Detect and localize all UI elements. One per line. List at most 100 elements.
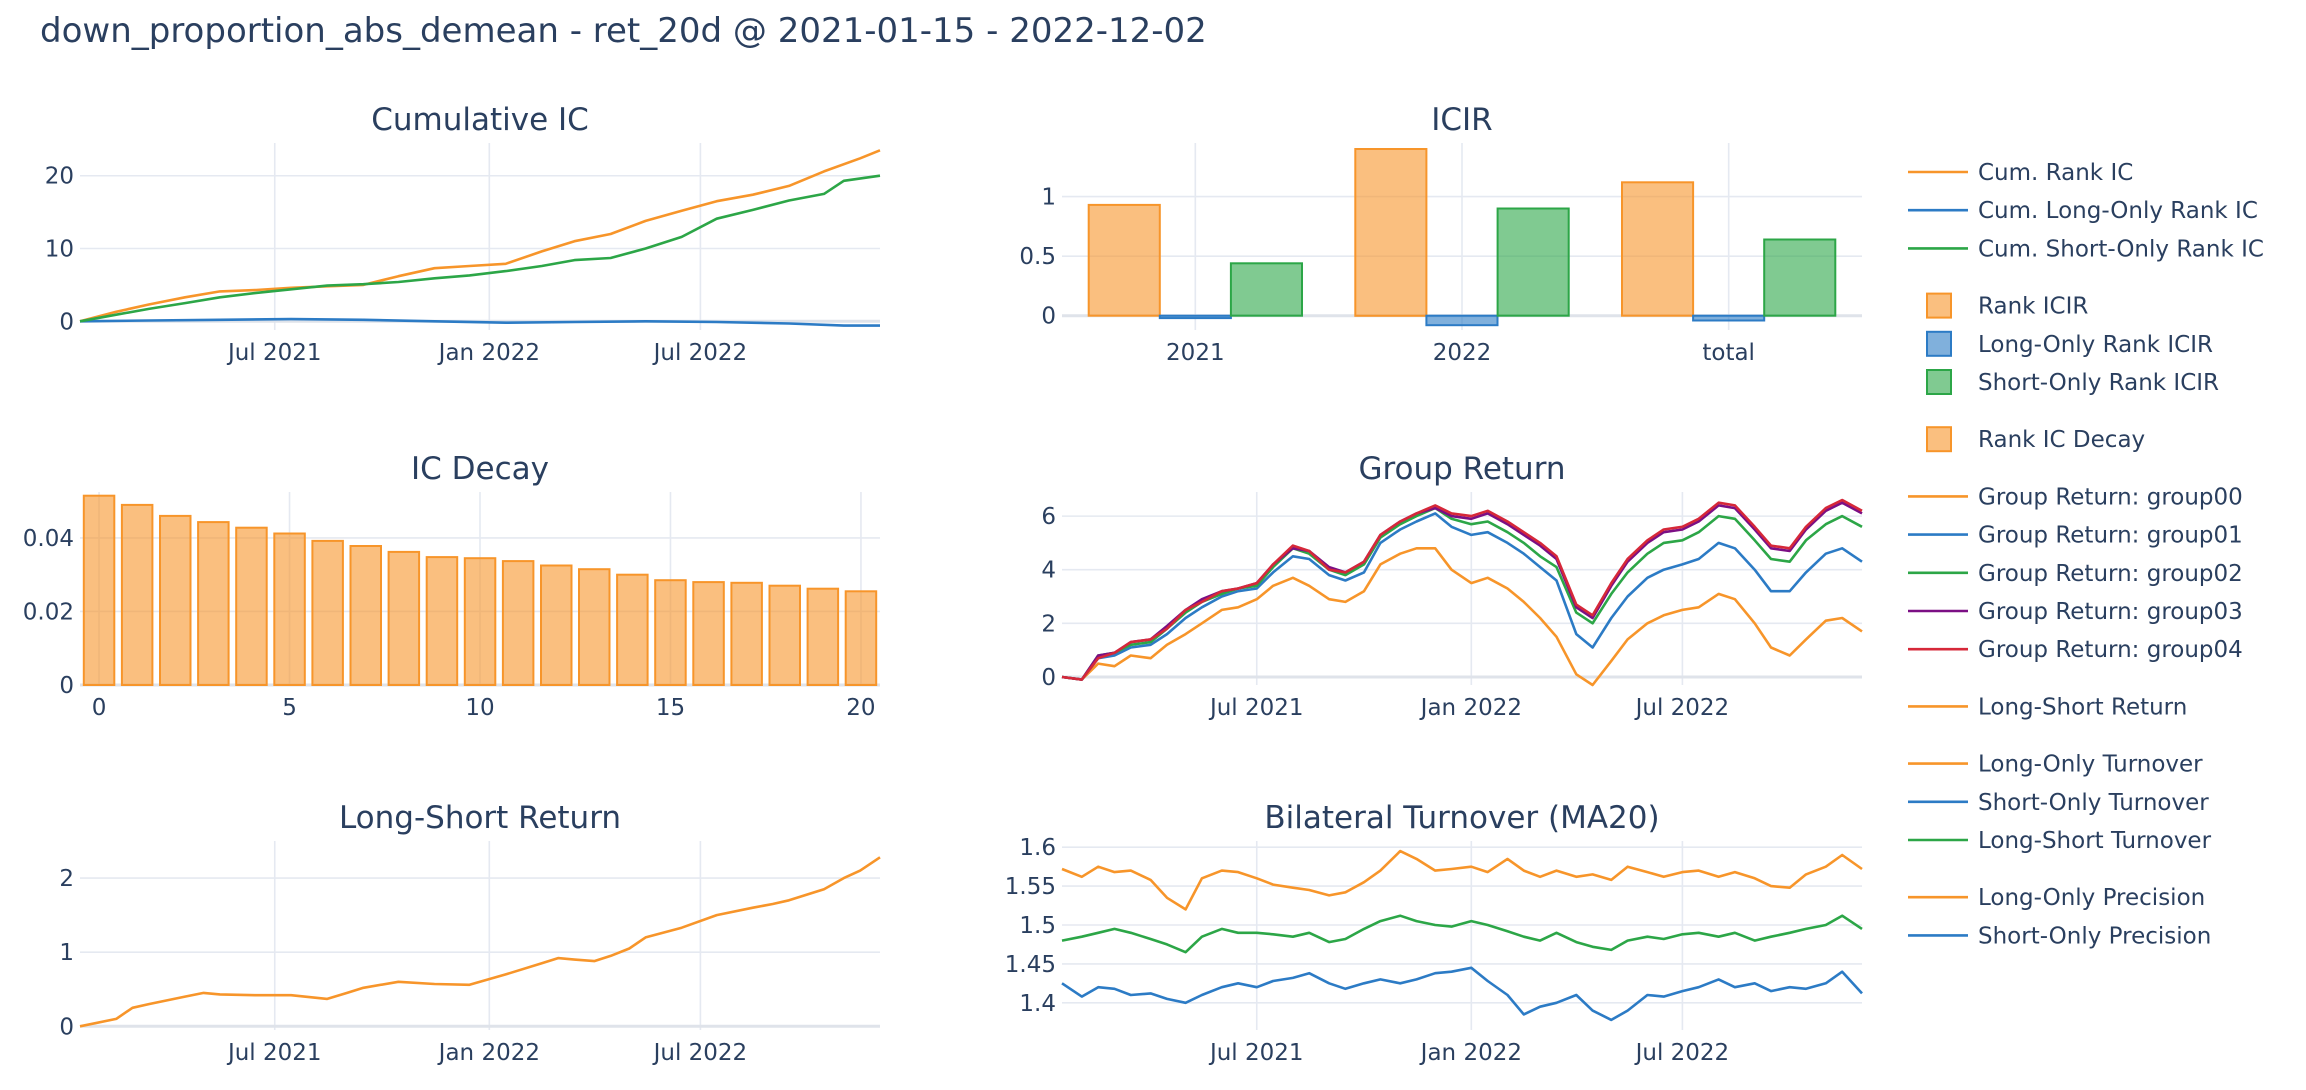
y-tick-label: 0.04 — [23, 526, 74, 552]
legend-item-cum-short-only-rank-ic: Cum. Short-Only Rank IC — [1908, 236, 2264, 262]
bar-short-only-rank-icir-total — [1763, 238, 1837, 317]
legend-label: Cum. Short-Only Rank IC — [1978, 236, 2264, 262]
y-tick-label: 1.6 — [1019, 835, 1056, 861]
x-tick-label: 2021 — [1166, 340, 1225, 366]
x-tick-label: Jul 2021 — [226, 340, 322, 366]
bar-long-only-rank-icir-2022 — [1425, 314, 1499, 327]
legend-label: Long-Only Precision — [1978, 885, 2205, 911]
x-tick-label: Jul 2022 — [1634, 1040, 1730, 1066]
legend-item-short-only-turnover: Short-Only Turnover — [1908, 790, 2209, 816]
legend-item-short-only-rank-icir: Short-Only Rank ICIR — [1926, 369, 2219, 396]
bar-ic-decay-lag-14 — [616, 573, 649, 687]
y-tick-label: 1 — [1041, 185, 1056, 211]
bar-rank-icir-2021 — [1087, 203, 1161, 317]
legend-item-rank-ic-decay: Rank IC Decay — [1926, 426, 2145, 453]
x-tick-label: 2022 — [1433, 340, 1492, 366]
series-line-group-return-group04 — [1061, 498, 1863, 681]
bar-short-only-rank-icir-2021 — [1229, 262, 1304, 317]
y-tick-label: 2 — [1041, 611, 1056, 637]
chart-title-long-short-return: Long-Short Return — [339, 800, 621, 836]
legend-label: Long-Short Turnover — [1978, 828, 2212, 854]
chart-title-ic-decay: IC Decay — [411, 451, 549, 487]
bar-ic-decay-lag-0 — [82, 494, 116, 687]
legend-label: Short-Only Precision — [1978, 923, 2211, 949]
y-tick-label: 6 — [1041, 504, 1056, 530]
series-line-short-only-turnover — [1061, 966, 1863, 1022]
legend-label: Long-Short Return — [1978, 694, 2187, 720]
y-tick-label: 0 — [59, 1014, 74, 1040]
chart-title-bilateral-turnover: Bilateral Turnover (MA20) — [1264, 800, 1659, 836]
y-tick-label: 0.5 — [1019, 244, 1056, 270]
legend-item-cum-long-only-rank-ic: Cum. Long-Only Rank IC — [1908, 198, 2258, 224]
y-tick-label: 1 — [59, 940, 74, 966]
series-line-long-short-return — [79, 856, 881, 1028]
plot-area-icir: 2021 2022 total 0 0.5 1 — [1019, 143, 1862, 366]
bar-ic-decay-lag-20 — [844, 590, 878, 686]
page-title: down_proportion_abs_demean - ret_20d @ 2… — [40, 11, 1207, 51]
bar-ic-decay-lag-17 — [730, 581, 763, 686]
bar-ic-decay-lag-6 — [311, 539, 344, 687]
legend-item-group-return-group03: Group Return: group03 — [1908, 599, 2243, 625]
bar-ic-decay-lag-18 — [768, 584, 801, 687]
y-tick-label: 0 — [59, 309, 74, 335]
chart-title-group-return: Group Return — [1358, 451, 1565, 487]
plot-area-long-short-return: Jul 2021 Jan 2022 Jul 2022 0 1 2 — [59, 841, 881, 1066]
legend-label: Cum. Long-Only Rank IC — [1978, 198, 2258, 224]
legend-label: Cum. Rank IC — [1978, 160, 2133, 186]
legend-item-group-return-group00: Group Return: group00 — [1908, 484, 2243, 510]
series-line-cum-long-only-rank-ic — [79, 317, 880, 327]
x-tick-label: Jul 2022 — [652, 340, 748, 366]
chart-panel-bilateral-turnover: Bilateral Turnover (MA20) Jul 2021 Jan 20… — [1005, 800, 1863, 1066]
y-tick-label: 20 — [45, 164, 74, 190]
y-tick-label: 10 — [45, 237, 74, 263]
plot-area-bilateral-turnover: Jul 2021 Jan 2022 Jul 2022 1.4 1.45 1.5 1.55 1.… — [1005, 835, 1863, 1066]
legend-item-cum-rank-ic: Cum. Rank IC — [1908, 160, 2133, 186]
chart-panel-group-return: Group Return Jul 2021 Jan 2022 Jul 2022 0 2 4… — [1041, 451, 1863, 721]
bar-ic-decay-lag-19 — [806, 587, 840, 687]
chart-title-cumulative-ic: Cumulative IC — [371, 102, 589, 138]
legend-label: Short-Only Rank ICIR — [1978, 370, 2219, 396]
plot-area-ic-decay: 0 5 10 15 20 0 0.02 0.04 — [23, 492, 880, 721]
legend-label: Group Return: group03 — [1978, 599, 2243, 625]
legend-item-group-return-group04: Group Return: group04 — [1908, 637, 2243, 663]
y-tick-label: 1.55 — [1005, 874, 1056, 900]
legend-label: Rank IC Decay — [1978, 427, 2145, 453]
legend-item-long-short-turnover: Long-Short Turnover — [1908, 828, 2212, 854]
x-tick-label: Jul 2022 — [1634, 695, 1730, 721]
x-tick-label: 0 — [92, 695, 107, 721]
legend-box-swatch — [1926, 426, 1952, 453]
legend-box-swatch — [1926, 292, 1952, 319]
bar-ic-decay-lag-13 — [578, 568, 611, 687]
bar-ic-decay-lag-16 — [692, 581, 725, 686]
chart-panel-cumulative-ic: Cumulative IC Jul 2021 Jan 2022 Jul 2022 0 1… — [45, 102, 881, 366]
legend-item-short-only-precision: Short-Only Precision — [1908, 923, 2211, 949]
bar-ic-decay-lag-2 — [159, 514, 192, 687]
legend-item-rank-icir: Rank ICIR — [1926, 292, 2088, 320]
plot-area-cumulative-ic: Jul 2021 Jan 2022 Jul 2022 0 10 20 — [45, 143, 881, 366]
x-tick-label: Jan 2022 — [437, 1040, 540, 1066]
x-tick-label: total — [1702, 340, 1755, 366]
legend-box-swatch — [1926, 330, 1952, 357]
x-tick-label: Jul 2022 — [652, 1040, 748, 1066]
legend-label: Group Return: group00 — [1978, 484, 2243, 510]
chart-panel-long-short-return: Long-Short Return Jul 2021 Jan 2022 Jul 20… — [59, 800, 881, 1066]
legend-item-long-only-turnover: Long-Only Turnover — [1908, 752, 2203, 778]
bar-ic-decay-lag-9 — [425, 556, 459, 686]
series-line-group-return-group00 — [1061, 546, 1863, 687]
series-line-long-only-turnover — [1061, 849, 1863, 911]
bar-long-only-rank-icir-2021 — [1158, 314, 1232, 320]
bar-ic-decay-lag-4 — [235, 526, 268, 687]
bar-long-only-rank-icir-total — [1692, 314, 1766, 322]
y-tick-label: 2 — [59, 866, 74, 892]
series-line-cum-rank-ic — [79, 149, 881, 323]
x-tick-label: 20 — [846, 695, 875, 721]
legend-label: Long-Only Turnover — [1978, 752, 2203, 778]
legend-label: Group Return: group04 — [1978, 637, 2243, 663]
series-line-long-short-turnover — [1061, 914, 1863, 954]
x-tick-label: Jan 2022 — [1419, 695, 1522, 721]
y-tick-label: 0.02 — [23, 599, 74, 625]
legend-item-long-short-return: Long-Short Return — [1908, 694, 2187, 720]
bar-ic-decay-lag-1 — [120, 503, 154, 686]
